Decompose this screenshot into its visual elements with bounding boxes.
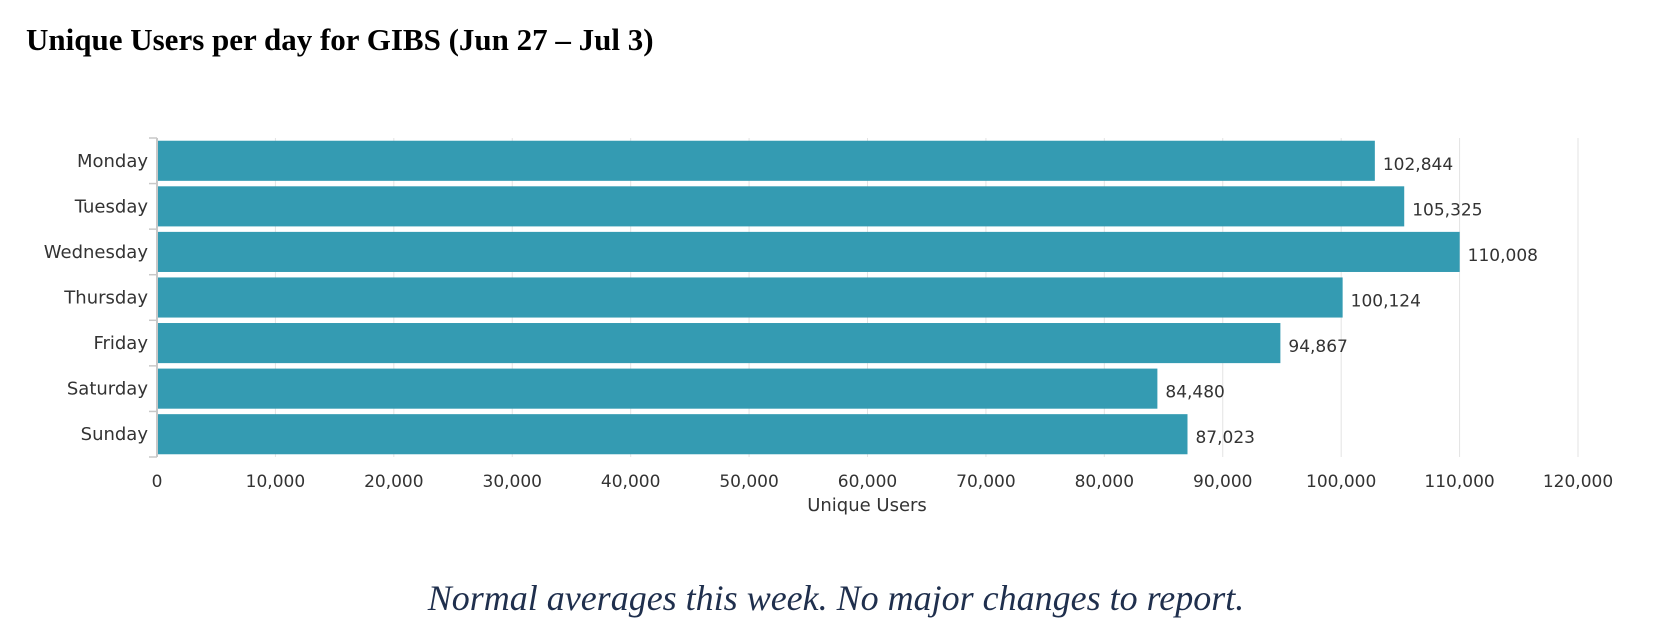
bar-thursday (157, 277, 1343, 318)
x-tick-label: 10,000 (246, 472, 305, 492)
category-labels: Monday Tuesday Wednesday Thursday Friday Satu… (44, 151, 149, 445)
bar-chart: Monday Tuesday Wednesday Thursday Friday Satu… (44, 137, 1614, 516)
x-tick-label: 40,000 (601, 472, 660, 492)
category-label: Thursday (63, 288, 148, 309)
x-tick-label: 0 (152, 472, 163, 492)
category-label: Wednesday (44, 242, 149, 263)
x-tick-labels: 0 10,000 20,000 30,000 40,000 50,000 60,000 70,… (152, 472, 1614, 492)
axes (149, 137, 158, 458)
value-label: 110,008 (1468, 246, 1538, 266)
category-label: Saturday (67, 379, 148, 400)
category-label: Monday (77, 151, 148, 172)
value-label: 84,480 (1165, 383, 1224, 403)
category-label: Tuesday (74, 196, 149, 217)
x-tick-label: 110,000 (1424, 472, 1494, 492)
bar-friday (157, 323, 1281, 364)
bar-monday (157, 140, 1375, 181)
value-label: 87,023 (1195, 428, 1254, 448)
value-label: 94,867 (1288, 337, 1347, 357)
value-label: 100,124 (1351, 292, 1421, 312)
bar-tuesday (157, 186, 1405, 227)
bars (157, 140, 1460, 455)
x-tick-label: 70,000 (956, 472, 1015, 492)
bar-sunday (157, 414, 1188, 455)
x-tick-label: 60,000 (838, 472, 897, 492)
bar-saturday (157, 368, 1158, 409)
category-label: Sunday (81, 424, 149, 445)
x-tick-label: 30,000 (483, 472, 542, 492)
category-label: Friday (93, 333, 148, 354)
x-tick-label: 90,000 (1193, 472, 1252, 492)
value-label: 102,844 (1383, 155, 1453, 175)
x-tick-label: 100,000 (1306, 472, 1376, 492)
value-label: 105,325 (1412, 200, 1482, 220)
x-tick-label: 20,000 (364, 472, 423, 492)
page-title: Unique Users per day for GIBS (Jun 27 – … (26, 22, 654, 57)
x-axis-title: Unique Users (807, 495, 927, 516)
x-tick-label: 120,000 (1543, 472, 1613, 492)
summary-note: Normal averages this week. No major chan… (427, 578, 1245, 618)
bar-wednesday (157, 231, 1460, 272)
value-labels: 102,844 105,325 110,008 100,124 94,867 84,480… (1165, 155, 1538, 448)
x-tick-label: 80,000 (1075, 472, 1134, 492)
x-tick-label: 50,000 (719, 472, 778, 492)
